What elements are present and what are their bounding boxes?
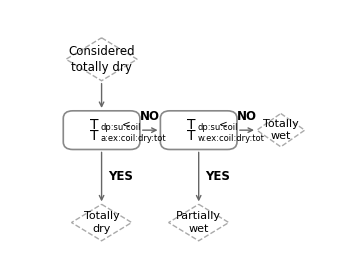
Text: YES: YES	[205, 170, 231, 183]
Text: dp:su:coil: dp:su:coil	[197, 123, 238, 132]
Text: Partially
wet: Partially wet	[176, 211, 221, 234]
Text: NO: NO	[140, 110, 160, 123]
Text: T: T	[187, 129, 196, 143]
Text: T: T	[90, 118, 99, 132]
Polygon shape	[257, 114, 305, 147]
Text: <: <	[122, 120, 131, 130]
Text: T: T	[187, 118, 196, 132]
Polygon shape	[71, 204, 132, 241]
Text: dp:su:coil: dp:su:coil	[100, 123, 141, 132]
Polygon shape	[66, 38, 137, 81]
Text: w:ex:coil:dry:tot: w:ex:coil:dry:tot	[197, 134, 264, 143]
Text: a:ex:coil:dry:tot: a:ex:coil:dry:tot	[100, 134, 166, 143]
Text: <: <	[219, 120, 228, 130]
Text: Totally
dry: Totally dry	[84, 211, 119, 234]
FancyBboxPatch shape	[160, 111, 237, 150]
Text: YES: YES	[108, 170, 133, 183]
FancyBboxPatch shape	[63, 111, 140, 150]
Text: Totally
wet: Totally wet	[263, 119, 299, 141]
Text: T: T	[90, 129, 99, 143]
Text: Considered
totally dry: Considered totally dry	[68, 45, 135, 74]
Text: NO: NO	[237, 110, 257, 123]
Polygon shape	[169, 204, 229, 241]
